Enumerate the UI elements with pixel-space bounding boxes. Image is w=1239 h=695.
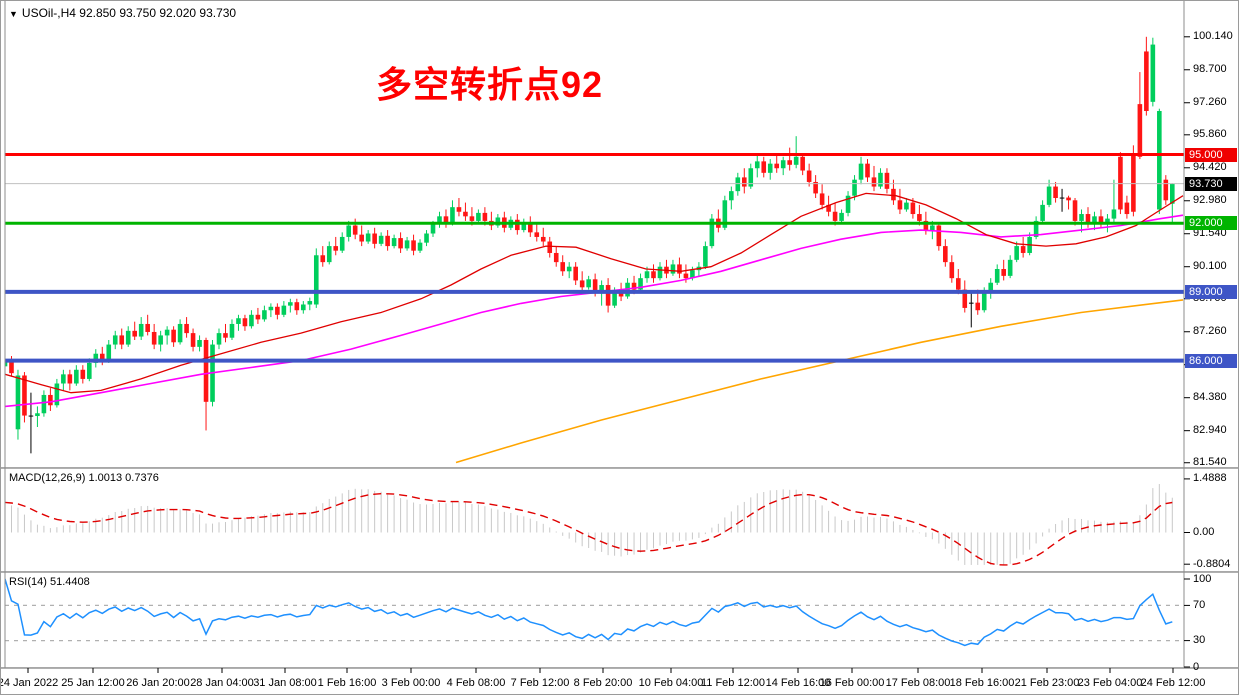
price-tick-label: 84.380: [1193, 391, 1227, 404]
price-tick-label: 100.140: [1193, 30, 1233, 43]
macd-tick-label: -0.8804: [1193, 557, 1231, 570]
rsi-name: RSI(14): [9, 576, 47, 588]
price-badge[interactable]: 92.000: [1185, 216, 1237, 231]
rsi-pane: [5, 578, 1184, 647]
time-tick-label: 3 Feb 00:00: [381, 677, 441, 689]
price-tick-label: 90.100: [1193, 260, 1227, 273]
price-tick-label: 92.980: [1193, 194, 1227, 207]
time-tick-label: 24 Jan 2022: [0, 677, 59, 689]
rsi-tick-label: 70: [1193, 598, 1206, 611]
candlesticks: [5, 36, 1175, 454]
price-tick-label: 82.940: [1193, 424, 1227, 437]
price-tick-label: 94.420: [1193, 161, 1227, 174]
macd-values: 1.0013 0.7376: [88, 472, 159, 484]
price-tick-label: 98.700: [1193, 63, 1227, 76]
ohlc-readout: 92.850 93.750 92.020 93.730: [79, 6, 237, 20]
time-tick-label: 21 Feb 23:00: [1014, 677, 1080, 689]
macd-tick-label: 1.4888: [1193, 472, 1227, 485]
price-badge[interactable]: 95.000: [1185, 147, 1237, 162]
time-tick-label: 18 Feb 16:00: [949, 677, 1015, 689]
time-tick-label: 25 Jan 12:00: [61, 677, 125, 689]
rsi-indicator-label: RSI(14) 51.4408: [9, 576, 90, 588]
time-tick-label: 8 Feb 20:00: [573, 677, 633, 689]
price-badge[interactable]: 89.000: [1185, 284, 1237, 299]
price-pane: [5, 36, 1184, 464]
time-tick-label: 7 Feb 12:00: [510, 677, 570, 689]
macd-pane: [5, 484, 1173, 566]
time-tick-label: 28 Jan 04:00: [190, 677, 254, 689]
time-tick-label: 14 Feb 16:00: [765, 677, 831, 689]
time-tick-label: 31 Jan 08:00: [253, 677, 317, 689]
price-tick-label: 95.860: [1193, 128, 1227, 141]
time-tick-label: 10 Feb 04:00: [638, 677, 704, 689]
time-tick-label: 1 Feb 16:00: [317, 677, 377, 689]
time-tick-label: 4 Feb 08:00: [446, 677, 506, 689]
chart-text-annotation[interactable]: 多空转折点92: [376, 64, 604, 105]
time-tick-label: 26 Jan 20:00: [126, 677, 190, 689]
time-tick-label: 11 Feb 12:00: [700, 677, 766, 689]
price-badge[interactable]: 93.730: [1185, 176, 1237, 191]
price-badge[interactable]: 86.000: [1185, 353, 1237, 368]
symbol-timeframe-label: USOil-,H4: [21, 6, 76, 20]
rsi-tick-label: 30: [1193, 634, 1206, 647]
rsi-tick-label: 0: [1193, 660, 1200, 673]
time-tick-label: 23 Feb 04:00: [1077, 677, 1143, 689]
macd-name: MACD(12,26,9): [9, 472, 86, 484]
price-tick-label: 91.540: [1193, 227, 1227, 240]
time-tick-label: 16 Feb 00:00: [819, 677, 885, 689]
rsi-value: 51.4408: [49, 576, 90, 588]
chevron-down-icon[interactable]: ▼: [9, 9, 18, 19]
macd-indicator-label: MACD(12,26,9) 1.0013 0.7376: [9, 472, 159, 484]
price-tick-label: 87.260: [1193, 325, 1227, 338]
time-tick-label: 17 Feb 08:00: [885, 677, 951, 689]
price-tick-label: 81.540: [1193, 456, 1227, 469]
macd-tick-label: 0.00: [1193, 526, 1215, 538]
price-tick-label: 97.260: [1193, 96, 1227, 109]
axes-frame: [1, 1, 1238, 673]
rsi-tick-label: 100: [1193, 572, 1212, 585]
chart-header: ▼ USOil-,H4 92.850 93.750 92.020 93.730: [9, 6, 236, 20]
time-tick-label: 24 Feb 12:00: [1140, 677, 1206, 689]
